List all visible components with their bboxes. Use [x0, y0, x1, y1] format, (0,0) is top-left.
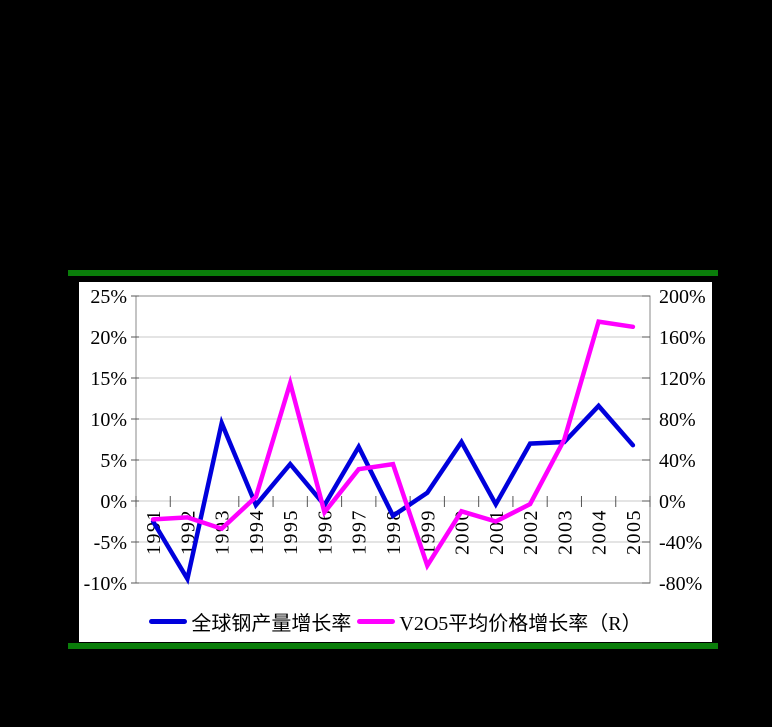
y-axis-right-label: -80% [659, 573, 702, 595]
y-axis-right-label: 0% [659, 491, 686, 513]
x-axis-year-label: 1996 [314, 509, 336, 555]
series-line-steel [150, 402, 636, 585]
y-axis-right-label: 200% [659, 286, 706, 308]
x-axis-year-label: 1999 [417, 509, 439, 555]
y-axis-right-label: -40% [659, 532, 702, 554]
plot-border [135, 295, 651, 584]
x-axis-year-label: 1997 [349, 509, 371, 555]
y-axis-left-label: 10% [90, 409, 127, 431]
y-axis-right-label: 40% [659, 450, 696, 472]
y-axis-right-label: 120% [659, 368, 706, 390]
y-axis-left-label: 5% [100, 450, 127, 472]
x-axis-year-label: 2004 [589, 509, 611, 555]
x-axis-year-label: 2003 [554, 509, 576, 555]
x-axis-year-label: 1995 [280, 509, 302, 555]
bottom-divider-line [68, 643, 718, 649]
x-axis-year-label: 2002 [520, 509, 542, 555]
legend-item-v2o5: V2O5平均价格增长率（R） [357, 607, 642, 636]
x-axis-year-label: 1994 [246, 509, 268, 555]
y-axis-left-label: 15% [90, 368, 127, 390]
y-axis-left-label: 25% [90, 286, 127, 308]
y-axis-left-label: -10% [84, 573, 127, 595]
x-axis-year-label: 2005 [623, 509, 645, 555]
chart-legend: 全球钢产量增长率 V2O5平均价格增长率（R） [79, 607, 712, 636]
legend-line-sample-steel [149, 618, 188, 624]
legend-line-sample-v2o5 [357, 618, 396, 624]
chart-panel: 25% 20% 15% 10% 5% 0% -5% -10% 200% 160% 120% 80% 40… [79, 282, 712, 642]
y-axis-left-label: 20% [90, 327, 127, 349]
legend-item-steel: 全球钢产量增长率 [149, 607, 351, 636]
x-axis-year-label: 1998 [383, 509, 405, 555]
series-line-v2o5 [150, 319, 636, 571]
y-axis-left-label: -5% [94, 532, 127, 554]
y-axis-left-label: 0% [100, 491, 127, 513]
legend-label-steel: 全球钢产量增长率 [191, 612, 352, 635]
y-axis-right-label: 160% [659, 327, 706, 349]
x-axis-year-label: 1993 [212, 509, 234, 555]
legend-label-v2o5: V2O5平均价格增长率（R） [399, 612, 642, 635]
line-chart: 25% 20% 15% 10% 5% 0% -5% -10% 200% 160% 120% 80% 40… [84, 286, 706, 595]
top-divider-line [68, 270, 718, 276]
y-axis-right-label: 80% [659, 409, 696, 431]
